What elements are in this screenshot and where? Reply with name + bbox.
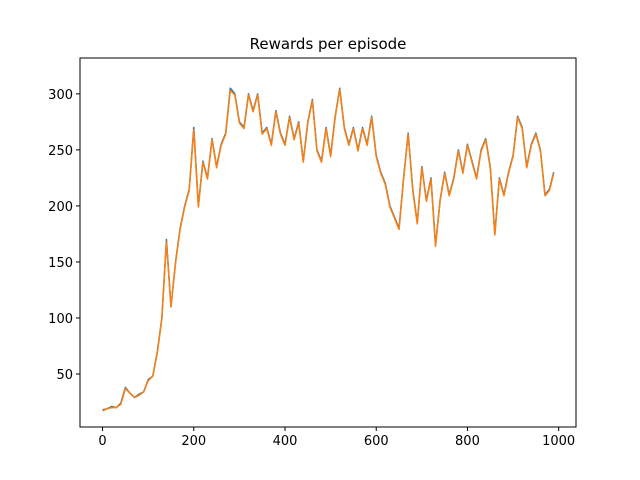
x-tick-label: 200 (181, 434, 206, 449)
x-tick-label: 400 (273, 434, 298, 449)
y-tick-label: 150 (48, 256, 73, 271)
plot-frame (79, 57, 577, 428)
x-tick-label: 800 (455, 434, 480, 449)
y-tick-label: 300 (48, 88, 73, 103)
y-tick-label: 50 (56, 368, 73, 383)
x-tick-label: 0 (98, 434, 106, 449)
y-tick-label: 200 (48, 200, 73, 215)
y-tick-label: 100 (48, 312, 73, 327)
line-series (102, 88, 555, 412)
chart-title: Rewards per episode (250, 35, 407, 53)
y-tick-label: 250 (48, 144, 73, 159)
x-tick-label: 600 (364, 434, 389, 449)
x-tick-label: 1000 (542, 434, 575, 449)
